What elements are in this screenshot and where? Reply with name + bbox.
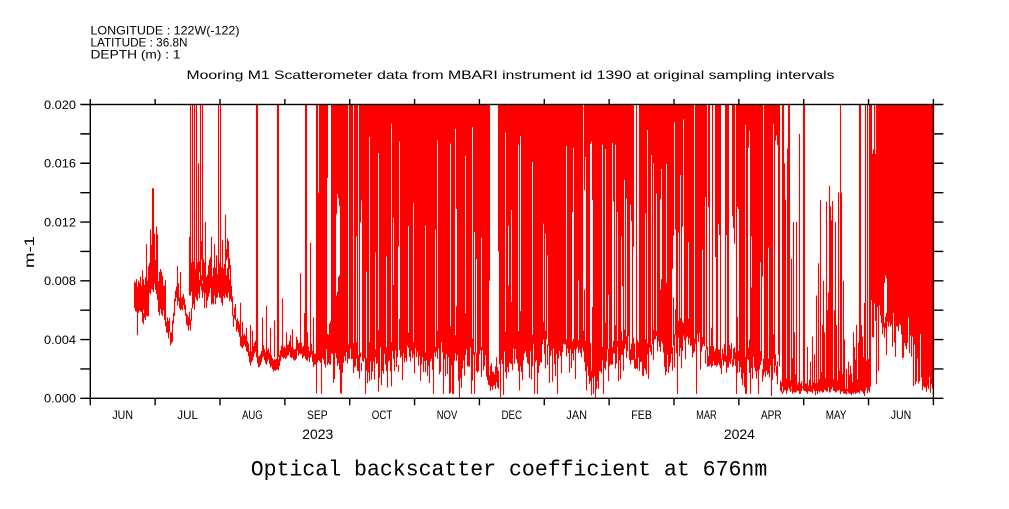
svg-text:JAN: JAN: [566, 408, 587, 422]
svg-text:NOV: NOV: [437, 408, 458, 422]
svg-text:m-1: m-1: [22, 236, 37, 268]
svg-text:APR: APR: [761, 408, 782, 422]
svg-text:0.000: 0.000: [44, 392, 76, 406]
svg-text:2023: 2023: [302, 426, 333, 442]
svg-text:OCT: OCT: [372, 408, 393, 422]
svg-text:FEB: FEB: [631, 408, 652, 422]
svg-text:Mooring M1 Scatterometer data: Mooring M1 Scatterometer data from MBARI…: [187, 68, 835, 82]
svg-text:AUG: AUG: [242, 408, 263, 422]
svg-text:0.012: 0.012: [44, 215, 76, 229]
svg-text:LONGITUDE : 122W(-122): LONGITUDE : 122W(-122): [91, 24, 240, 38]
svg-text:DEPTH (m) : 1: DEPTH (m) : 1: [91, 48, 181, 62]
svg-text:Optical backscatter coefficien: Optical backscatter coefficient at 676nm: [251, 458, 768, 483]
svg-text:DEC: DEC: [502, 408, 523, 422]
svg-text:0.020: 0.020: [44, 98, 76, 112]
svg-text:MAY: MAY: [826, 408, 847, 422]
svg-text:0.008: 0.008: [44, 274, 76, 288]
svg-text:2024: 2024: [724, 426, 755, 442]
svg-text:SEP: SEP: [307, 408, 328, 422]
svg-text:MAR: MAR: [696, 408, 717, 422]
svg-text:JUN: JUN: [112, 408, 133, 422]
svg-text:LATITUDE : 36.8N: LATITUDE : 36.8N: [91, 36, 188, 50]
svg-text:0.016: 0.016: [44, 157, 76, 171]
svg-text:JUL: JUL: [177, 408, 198, 422]
svg-text:JUN: JUN: [891, 408, 912, 422]
svg-text:0.004: 0.004: [44, 333, 76, 347]
